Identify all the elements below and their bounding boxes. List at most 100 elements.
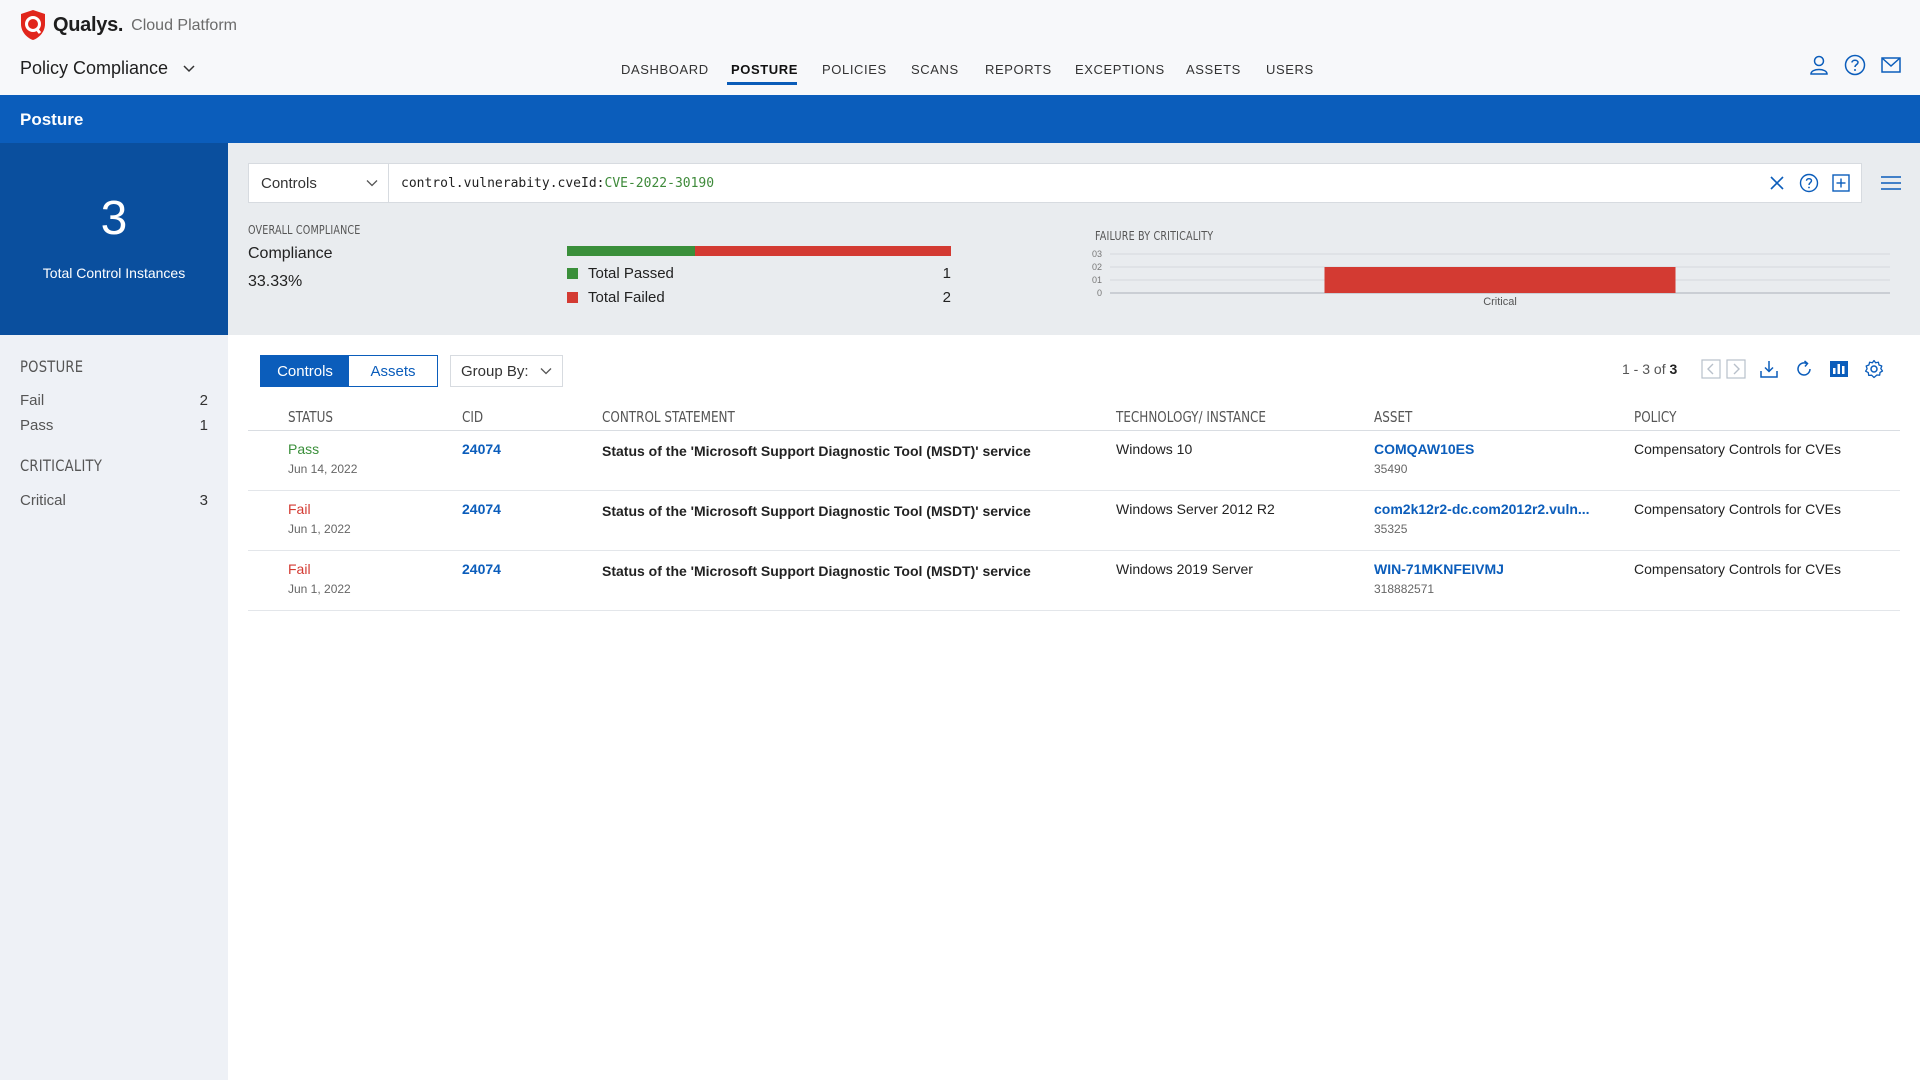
filter-label: Critical [20, 492, 66, 509]
paging-info: 1 - 3 of 3 [1622, 361, 1677, 377]
total-label: Total Control Instances [42, 265, 186, 281]
group-by-label: Group By: [461, 362, 529, 380]
overall-compliance-label: OVERALL COMPLIANCE [248, 223, 361, 237]
clear-icon[interactable] [1767, 173, 1787, 193]
asset-id: 35490 [1374, 462, 1408, 476]
report-chart-icon[interactable] [1829, 359, 1849, 379]
legend-total-passed: Total Passed 1 [567, 265, 951, 282]
technology-cell: Windows 10 [1116, 441, 1193, 457]
asset-cell: COMQAW10ES 35490 [1374, 441, 1474, 476]
chevron-down-icon [183, 64, 195, 72]
status-cell: Pass Jun 14, 2022 [288, 441, 357, 476]
nav-dashboard[interactable]: DASHBOARD [621, 62, 709, 77]
table-row[interactable]: Fail Jun 1, 2022 24074 Status of the 'Mi… [248, 551, 1900, 611]
help-icon[interactable] [1799, 173, 1819, 193]
status-badge: Fail [288, 561, 311, 577]
settings-gear-icon[interactable] [1864, 359, 1884, 379]
qualys-shield-icon [21, 10, 45, 40]
brand-product: Cloud Platform [131, 17, 237, 34]
total-control-instances-card: 3 Total Control Instances [0, 143, 228, 335]
table-row[interactable]: Fail Jun 1, 2022 24074 Status of the 'Mi… [248, 491, 1900, 551]
nav-exceptions[interactable]: EXCEPTIONS [1075, 62, 1165, 77]
criticality-heading: CRITICALITY [20, 456, 103, 475]
search-type-value: Controls [261, 174, 317, 192]
bar-critical [1324, 267, 1676, 293]
controls-view-button[interactable]: Controls [261, 356, 349, 386]
nav-scans[interactable]: SCANS [911, 62, 959, 77]
search-actions [1767, 173, 1861, 193]
col-technology-instance[interactable]: TECHNOLOGY/ INSTANCE [1116, 408, 1267, 426]
asset-link[interactable]: WIN-71MKNFEIVMJ [1374, 561, 1504, 577]
page-title: Posture [20, 110, 84, 129]
paging-total: 3 [1669, 361, 1678, 377]
qualys-logo[interactable]: Qualys. Cloud Platform [19, 9, 237, 41]
policy-cell: Compensatory Controls for CVEs [1634, 441, 1841, 457]
hamburger-menu-icon[interactable] [1880, 174, 1902, 192]
policy-cell: Compensatory Controls for CVEs [1634, 561, 1841, 577]
col-control-statement[interactable]: CONTROL STATEMENT [602, 408, 735, 426]
cid-link[interactable]: 24074 [462, 501, 501, 517]
status-date: Jun 1, 2022 [288, 522, 351, 536]
legend-total-failed: Total Failed 2 [567, 289, 951, 306]
nav-posture[interactable]: POSTURE [731, 62, 799, 77]
col-policy[interactable]: POLICY [1634, 408, 1677, 426]
y-tick-label: 02 [1092, 262, 1102, 272]
nav-active-underline [727, 82, 797, 85]
y-tick-label: 01 [1092, 275, 1102, 285]
assets-view-button[interactable]: Assets [370, 362, 416, 380]
nav-assets[interactable]: ASSETS [1186, 62, 1241, 77]
failure-by-criticality-label: FAILURE BY CRITICALITY [1095, 229, 1214, 243]
refresh-icon[interactable] [1794, 359, 1814, 379]
failed-swatch [567, 292, 578, 303]
app-title: Policy Compliance [20, 58, 169, 78]
passed-label: Total Passed [588, 265, 674, 282]
asset-id: 318882571 [1374, 582, 1435, 596]
status-cell: Fail Jun 1, 2022 [288, 501, 351, 536]
filter-label: Fail [20, 392, 45, 409]
asset-link[interactable]: com2k12r2-dc.com2012r2.vuln... [1374, 501, 1590, 517]
col-asset[interactable]: ASSET [1374, 408, 1413, 426]
nav-reports[interactable]: REPORTS [985, 62, 1052, 77]
table-row[interactable]: Pass Jun 14, 2022 24074 Status of the 'M… [248, 431, 1900, 491]
filter-count: 3 [199, 492, 208, 509]
asset-cell: WIN-71MKNFEIVMJ 318882571 [1374, 561, 1504, 596]
user-icon[interactable] [1808, 54, 1830, 76]
mail-icon[interactable] [1880, 54, 1902, 76]
status-date: Jun 1, 2022 [288, 582, 351, 596]
filter-posture-fail[interactable]: Fail 2 [20, 392, 208, 409]
search-type-select[interactable]: Controls [249, 164, 389, 202]
cid-link[interactable]: 24074 [462, 441, 501, 457]
col-cid[interactable]: CID [462, 408, 484, 426]
prev-page-icon[interactable] [1701, 359, 1721, 379]
filter-count: 1 [199, 417, 208, 434]
control-statement: Status of the 'Microsoft Support Diagnos… [602, 563, 1031, 579]
nav-policies[interactable]: POLICIES [822, 62, 887, 77]
group-by-dropdown[interactable]: Group By: [450, 355, 563, 387]
add-query-icon[interactable] [1831, 173, 1851, 193]
status-date: Jun 14, 2022 [288, 462, 358, 476]
compliance-title: Compliance [248, 245, 333, 262]
y-tick-label: 03 [1092, 249, 1102, 259]
search-input[interactable]: control.vulnerabity.cveId:CVE-2022-30190 [389, 176, 1767, 191]
compliance-progress-bar [567, 246, 951, 256]
compliance-percent: 33.33% [248, 273, 303, 290]
view-toggle: Controls Assets [260, 355, 438, 387]
failure-by-criticality-chart: 0 01 02 03 Critical [1092, 249, 1890, 308]
technology-cell: Windows Server 2012 R2 [1116, 501, 1275, 517]
summary-panel: Controls control.vulnerabity.cveId:CVE-2… [228, 143, 1920, 335]
cid-link[interactable]: 24074 [462, 561, 501, 577]
filter-posture-pass[interactable]: Pass 1 [20, 417, 208, 434]
next-page-icon[interactable] [1726, 359, 1746, 379]
col-status[interactable]: STATUS [288, 408, 334, 426]
app-switcher[interactable]: Policy Compliance [20, 58, 196, 79]
asset-id: 35325 [1374, 522, 1408, 536]
control-statement: Status of the 'Microsoft Support Diagnos… [602, 503, 1031, 519]
nav-users[interactable]: USERS [1266, 62, 1314, 77]
asset-link[interactable]: COMQAW10ES [1374, 441, 1475, 457]
download-icon[interactable] [1759, 359, 1779, 379]
search-bar: Controls control.vulnerabity.cveId:CVE-2… [248, 163, 1862, 203]
passed-swatch [567, 268, 578, 279]
filter-criticality-critical[interactable]: Critical 3 [20, 492, 208, 509]
help-icon[interactable] [1844, 54, 1866, 76]
failed-label: Total Failed [588, 289, 665, 306]
